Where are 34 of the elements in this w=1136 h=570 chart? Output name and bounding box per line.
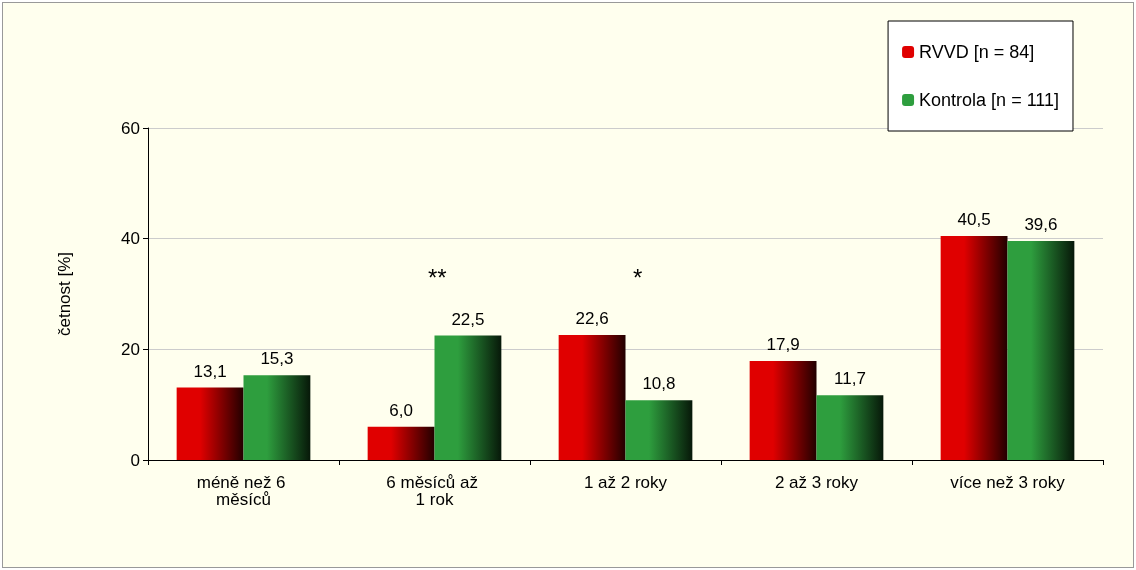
x-tick-label: 6 měsíců až 1 rok bbox=[386, 473, 483, 509]
y-axis-title: četnost [%] bbox=[55, 251, 74, 337]
data-label: 40,5 bbox=[957, 209, 991, 229]
bar bbox=[367, 426, 435, 460]
bar bbox=[940, 235, 1008, 460]
annotation: ** bbox=[428, 263, 447, 291]
data-label: 15,3 bbox=[260, 349, 294, 369]
y-tick-label: 40 bbox=[121, 229, 140, 249]
data-label: 17,9 bbox=[766, 334, 800, 354]
legend-label: Kontrola [n = 111] bbox=[919, 90, 1060, 110]
x-tick-label: 2 až 3 roky bbox=[774, 473, 859, 492]
bar bbox=[558, 334, 626, 460]
bar bbox=[434, 335, 502, 460]
data-label: 22,6 bbox=[575, 308, 609, 328]
data-label: 39,6 bbox=[1024, 214, 1058, 234]
x-tick-label: 1 až 2 roky bbox=[583, 473, 668, 492]
bar bbox=[1007, 240, 1075, 460]
data-label: 13,1 bbox=[193, 361, 227, 381]
x-tick-label: méně než 6 měsíců bbox=[196, 473, 291, 509]
bar bbox=[816, 395, 884, 460]
bar bbox=[176, 387, 244, 460]
y-tick-label: 0 bbox=[130, 450, 140, 470]
y-tick-label: 60 bbox=[121, 118, 140, 138]
data-label: 11,7 bbox=[834, 369, 866, 389]
data-label: 10,8 bbox=[642, 374, 676, 394]
data-label: 22,5 bbox=[451, 309, 485, 329]
data-label: 6,0 bbox=[389, 400, 413, 420]
bar bbox=[243, 375, 311, 460]
bar bbox=[625, 400, 693, 460]
bar bbox=[749, 360, 817, 460]
x-tick-label: více než 3 roky bbox=[950, 473, 1066, 492]
legend-label: RVVD [n = 84] bbox=[919, 42, 1035, 62]
annotation: * bbox=[633, 263, 643, 291]
y-tick-label: 20 bbox=[121, 339, 140, 359]
